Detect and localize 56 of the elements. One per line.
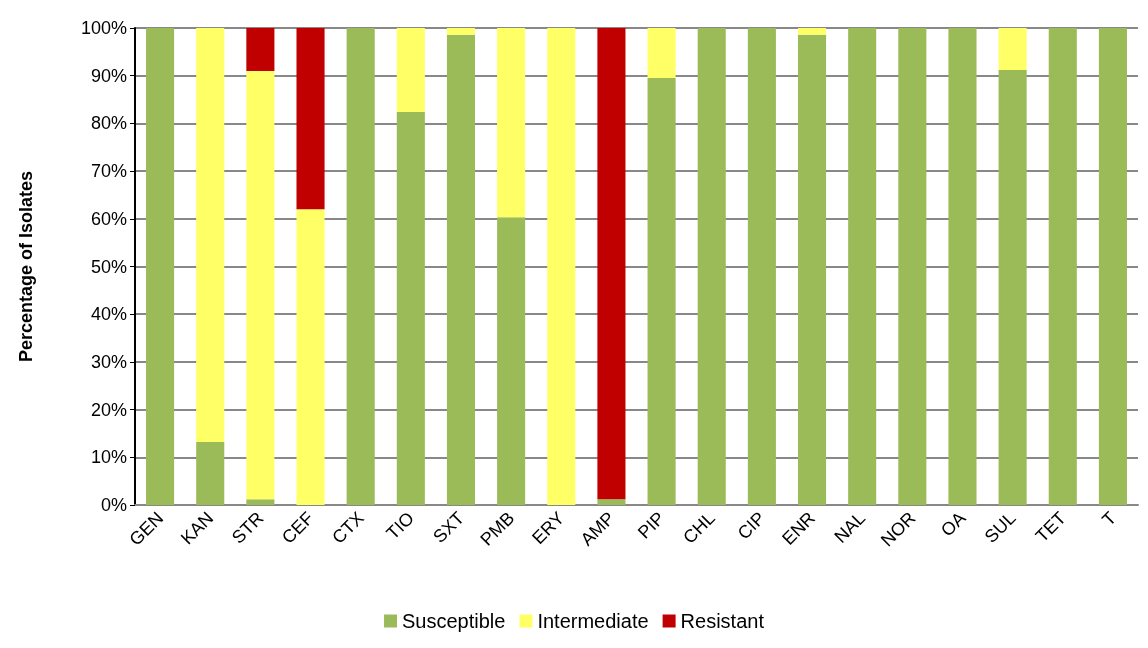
y-tick-label: 100% bbox=[80, 18, 127, 38]
bar bbox=[497, 28, 526, 218]
bar bbox=[797, 28, 827, 35]
bar bbox=[998, 69, 1027, 505]
bar bbox=[597, 499, 626, 505]
bar bbox=[396, 111, 425, 505]
y-tick-label: 70% bbox=[90, 161, 127, 182]
bar bbox=[1098, 28, 1127, 505]
bar bbox=[948, 28, 977, 505]
bar bbox=[246, 28, 275, 71]
y-tick-label: 90% bbox=[90, 65, 127, 86]
bar bbox=[497, 217, 526, 505]
x-tick-label: STR bbox=[227, 507, 268, 548]
x-tick-label: SUL bbox=[980, 507, 1020, 547]
bar bbox=[396, 28, 425, 112]
x-tick-label: OA bbox=[937, 507, 970, 541]
legend-label: Resistant bbox=[680, 610, 765, 632]
bar bbox=[747, 28, 776, 505]
bar bbox=[296, 209, 325, 505]
y-tick-label: 50% bbox=[90, 256, 127, 277]
y-tick-label: 80% bbox=[90, 113, 127, 134]
bar bbox=[1048, 28, 1077, 505]
bar bbox=[647, 28, 676, 79]
bar bbox=[146, 28, 175, 505]
x-tick-label: T bbox=[1098, 507, 1120, 530]
y-tick-label: 40% bbox=[90, 304, 127, 325]
y-tick-label: 10% bbox=[90, 447, 127, 468]
bar bbox=[446, 28, 476, 35]
bar bbox=[697, 28, 726, 505]
y-tick-label: 0% bbox=[100, 495, 127, 515]
bar bbox=[246, 70, 275, 500]
bar bbox=[797, 34, 827, 505]
x-tick-label: TET bbox=[1031, 507, 1070, 547]
x-tick-label: CHL bbox=[679, 507, 719, 548]
bar bbox=[196, 442, 225, 505]
bar bbox=[547, 28, 576, 505]
y-tick-label: 30% bbox=[90, 351, 127, 372]
bar bbox=[246, 499, 275, 505]
bar bbox=[346, 28, 375, 505]
x-tick-label: NAL bbox=[830, 507, 870, 547]
bar bbox=[898, 28, 927, 505]
y-axis-title: Percentage of Isolates bbox=[16, 170, 36, 363]
bar bbox=[848, 28, 877, 505]
x-tick-label: CIP bbox=[733, 507, 769, 544]
y-tick-label: 20% bbox=[90, 399, 127, 420]
bar bbox=[446, 34, 476, 505]
legend-label: Susceptible bbox=[402, 610, 506, 632]
x-tick-label: PIP bbox=[634, 507, 669, 543]
legend-label: Intermediate bbox=[537, 610, 649, 632]
bar bbox=[998, 28, 1027, 70]
bar bbox=[196, 28, 225, 443]
bar bbox=[296, 28, 325, 210]
bar bbox=[647, 78, 676, 505]
x-tick-label: TIO bbox=[382, 507, 418, 544]
bar bbox=[597, 28, 626, 500]
y-tick-label: 60% bbox=[90, 208, 127, 229]
